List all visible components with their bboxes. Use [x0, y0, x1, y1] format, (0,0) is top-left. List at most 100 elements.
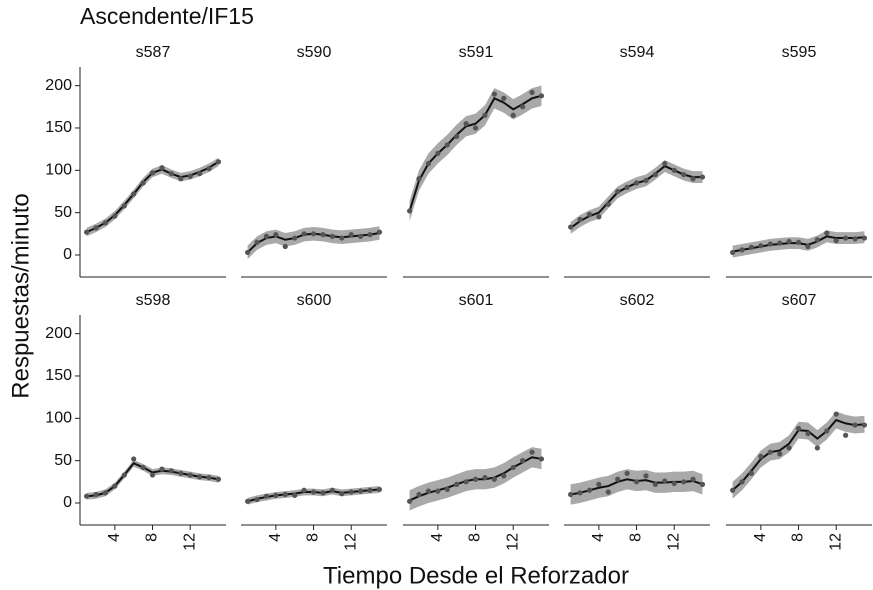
data-point	[376, 486, 383, 493]
data-point	[520, 104, 526, 110]
data-point	[310, 231, 317, 237]
strip-label: s600	[297, 292, 332, 309]
data-point	[671, 480, 677, 487]
data-point	[538, 93, 545, 99]
data-point	[482, 112, 488, 118]
data-point	[463, 121, 469, 127]
data-point	[501, 473, 507, 479]
data-point	[824, 230, 830, 236]
data-point	[254, 239, 260, 245]
data-point	[852, 236, 858, 242]
strip-label: s595	[782, 44, 817, 61]
data-point	[786, 445, 792, 451]
data-point	[643, 473, 649, 479]
data-point	[320, 232, 326, 238]
data-point	[605, 201, 611, 207]
data-point	[454, 133, 460, 140]
y-tick-label: 0	[63, 246, 72, 263]
data-point	[586, 211, 593, 217]
data-point	[444, 486, 450, 493]
x-tick-label: 8	[467, 533, 484, 542]
data-point	[367, 232, 373, 238]
data-point	[824, 428, 830, 434]
data-point	[482, 474, 488, 481]
data-point	[102, 490, 109, 496]
confidence-band	[247, 226, 380, 260]
data-point	[320, 490, 326, 496]
data-point	[699, 174, 706, 180]
data-point	[795, 239, 802, 245]
data-point	[662, 478, 668, 484]
data-point	[358, 233, 364, 239]
data-point	[861, 235, 868, 241]
data-point	[140, 464, 146, 471]
data-point	[339, 235, 345, 241]
data-point	[861, 422, 868, 428]
y-tick-label: 50	[54, 452, 72, 469]
data-point	[149, 170, 156, 176]
data-point	[348, 489, 354, 495]
confidence-band	[732, 411, 865, 499]
data-point	[833, 411, 839, 417]
x-tick-label: 4	[590, 533, 607, 542]
data-point	[444, 142, 450, 148]
data-point	[454, 481, 460, 487]
data-point	[140, 180, 146, 186]
data-point	[83, 493, 90, 499]
data-point	[786, 238, 792, 245]
data-point	[615, 188, 621, 195]
data-point	[102, 220, 109, 226]
data-point	[197, 171, 203, 177]
data-point	[273, 492, 279, 498]
data-point	[624, 470, 630, 476]
data-point	[520, 458, 526, 464]
data-point	[795, 425, 802, 432]
data-point	[739, 247, 745, 253]
y-tick-label: 100	[45, 410, 72, 427]
x-axis-title: Tiempo Desde el Reforzador	[323, 562, 629, 589]
x-tick-label: 12	[827, 533, 844, 551]
y-tick-label: 0	[63, 494, 72, 511]
data-point	[131, 456, 137, 462]
data-point	[131, 191, 137, 197]
data-point	[529, 449, 535, 455]
data-point	[739, 479, 745, 485]
confidence-band	[247, 486, 380, 505]
data-point	[159, 466, 165, 472]
data-point	[671, 167, 677, 173]
data-point	[748, 244, 755, 250]
data-point	[348, 232, 354, 238]
data-point	[93, 491, 99, 498]
data-point	[112, 213, 118, 219]
data-point	[339, 491, 345, 497]
data-point	[112, 483, 118, 489]
data-point	[273, 232, 279, 238]
data-point	[435, 150, 441, 156]
data-point	[358, 488, 364, 494]
data-point	[699, 481, 706, 487]
strip-label: s602	[620, 292, 655, 309]
data-point	[491, 91, 497, 97]
data-point	[263, 493, 270, 499]
data-point	[178, 176, 184, 182]
x-tick-label: 4	[429, 533, 446, 542]
data-point	[814, 445, 820, 451]
data-point	[244, 498, 251, 504]
data-point	[805, 243, 811, 250]
data-point	[767, 449, 773, 455]
data-point	[215, 159, 222, 165]
data-point	[690, 176, 696, 182]
x-tick-label: 12	[665, 533, 682, 551]
data-point	[406, 498, 413, 504]
confidence-band	[570, 469, 703, 505]
confidence-band	[86, 157, 219, 237]
data-point	[491, 476, 497, 482]
fit-line	[408, 94, 542, 212]
data-point	[263, 233, 270, 239]
data-point	[215, 476, 222, 482]
x-tick-label: 8	[144, 533, 161, 542]
data-point	[814, 237, 820, 243]
data-point	[301, 487, 307, 493]
data-point	[206, 166, 212, 172]
